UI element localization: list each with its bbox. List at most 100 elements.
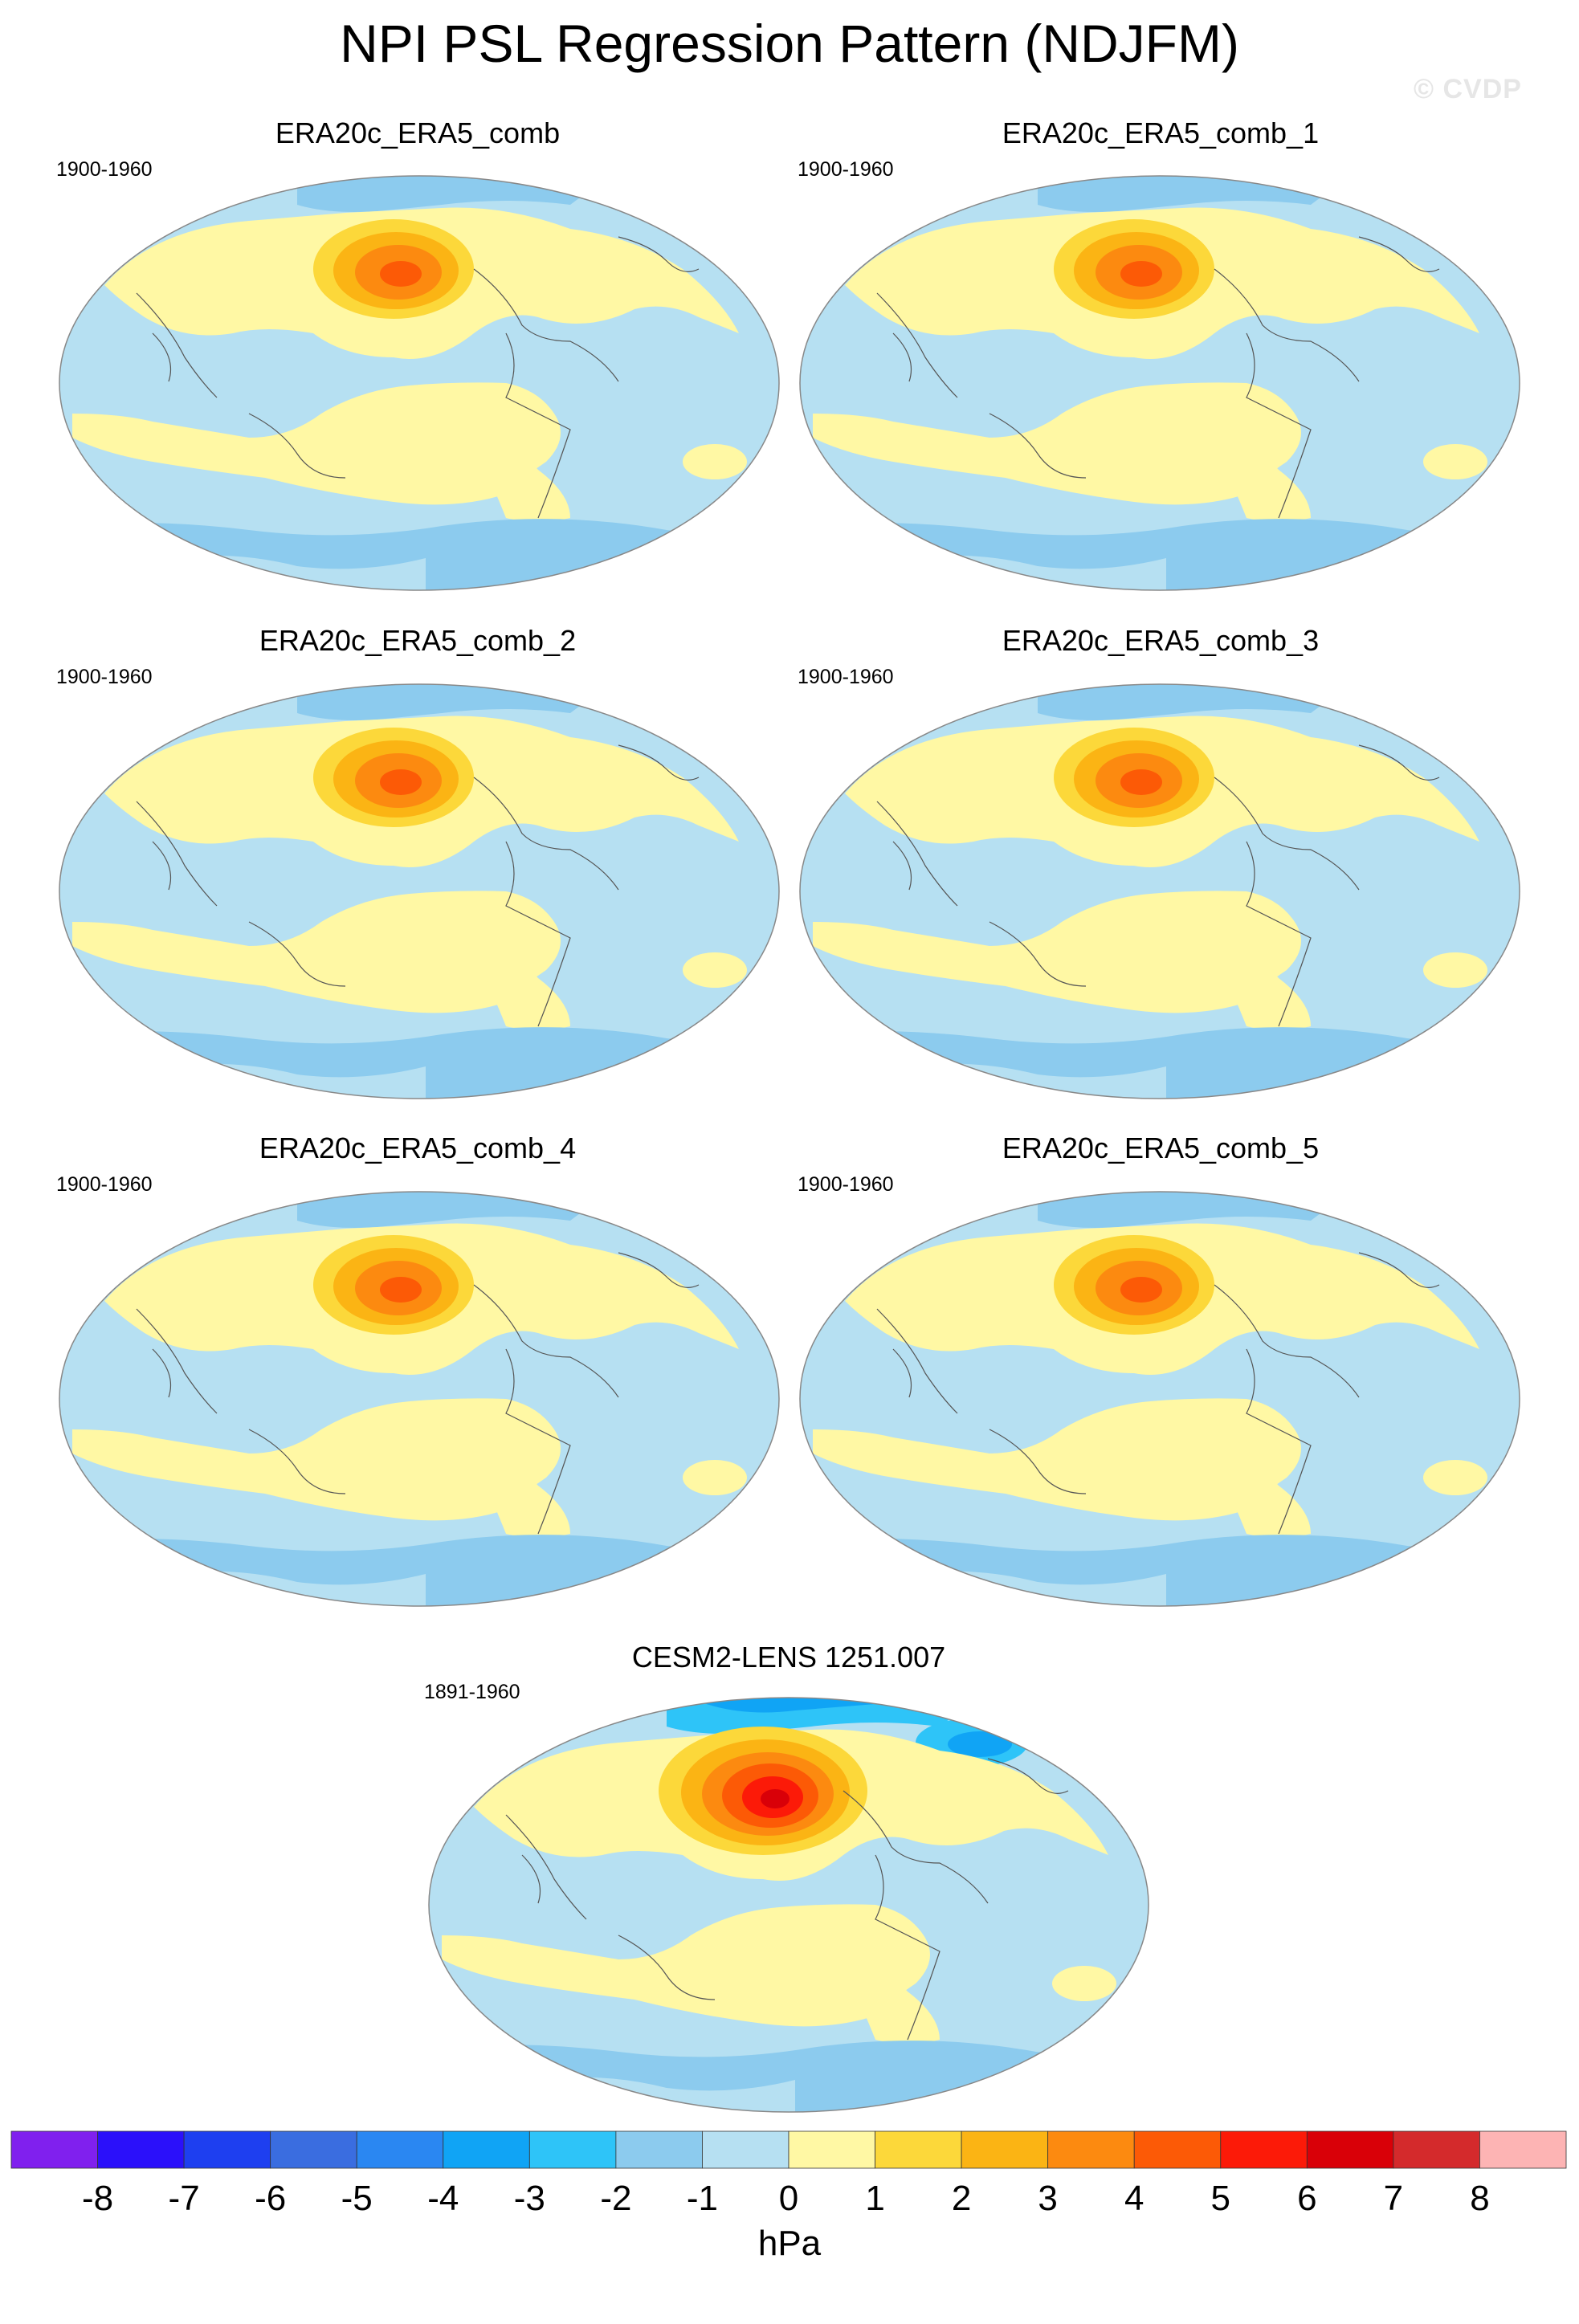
tropical-high	[813, 891, 1301, 1013]
south-atlantic-high	[1423, 1460, 1487, 1495]
colorbar-box-13	[1133, 2130, 1222, 2169]
coastline-4	[618, 236, 700, 272]
coastline-5	[152, 841, 172, 891]
panel-period-1: 1900-1960	[56, 158, 153, 181]
coastline-1	[1214, 777, 1360, 891]
map-panel-6	[799, 1191, 1520, 1607]
south-america-high	[843, 1905, 940, 2044]
south-atlantic-high	[683, 1460, 747, 1495]
aleutian-contour-5	[761, 1789, 790, 1808]
colorbar-tick-label: -3	[514, 2179, 545, 2218]
coastline-0	[505, 332, 571, 519]
panel-title-5: ERA20c_ERA5_comb_4	[259, 1131, 577, 1164]
colorbar-tick-label: 0	[779, 2179, 798, 2218]
coastline-5	[892, 841, 912, 891]
colorbar-tick-label: -1	[687, 2179, 718, 2218]
coastline-2	[136, 1308, 218, 1414]
coastline-4	[618, 744, 700, 781]
tropical-high	[813, 1398, 1301, 1521]
colorbar-tick-label: -4	[427, 2179, 459, 2218]
map-border	[59, 683, 780, 1099]
colorbar-tick-label: 2	[952, 2179, 971, 2218]
map-panel-3	[59, 683, 780, 1099]
coastline-1	[1214, 1284, 1360, 1398]
coastline-1	[473, 1284, 619, 1398]
coastline-3	[618, 1935, 716, 2000]
greenland-low-core	[948, 1731, 1012, 1757]
tropical-high	[72, 891, 561, 1013]
map-panel-1	[59, 175, 780, 591]
colorbar-tick-label: 8	[1470, 2179, 1489, 2218]
colorbar-tick-label: -2	[600, 2179, 631, 2218]
cvdp-watermark: © CVDP	[1414, 74, 1522, 104]
colorbar-box-12	[1047, 2130, 1135, 2169]
coastline-1	[1214, 268, 1360, 382]
coastline-1	[843, 1790, 989, 1904]
colorbar-tick-label: -7	[169, 2179, 200, 2218]
panel-period-3: 1900-1960	[56, 666, 153, 688]
panel-title-1: ERA20c_ERA5_comb	[275, 116, 561, 149]
colorbar-tick-label: -8	[82, 2179, 113, 2218]
colorbar-box-7	[615, 2130, 703, 2169]
figure-title: NPI PSL Regression Pattern (NDJFM)	[340, 14, 1239, 73]
colorbar-box-2	[183, 2130, 271, 2169]
south-america-high	[474, 891, 570, 1030]
coastline-2	[505, 1814, 587, 1920]
map-border	[799, 683, 1520, 1099]
colorbar-tick-label: 4	[1124, 2179, 1144, 2218]
colorbar: -8 -7 -6 -5 -4 -3 -2 -1 0 1 2 3 4 5 6 7 8 hPa	[10, 2130, 1567, 2263]
south-america-high	[474, 383, 570, 522]
map-border	[428, 1697, 1149, 2113]
tropical-high	[72, 1398, 561, 1521]
colorbar-box-16	[1393, 2130, 1480, 2169]
coastline-1	[473, 268, 619, 382]
colorbar-tick-label: 3	[1038, 2179, 1057, 2218]
panel-title-2: ERA20c_ERA5_comb_1	[1002, 116, 1320, 149]
colorbar-box-15	[1306, 2130, 1394, 2169]
colorbar-tick-label: 7	[1384, 2179, 1403, 2218]
map-border	[799, 175, 1520, 591]
tropical-high	[72, 382, 561, 505]
colorbar-tick-label: 6	[1297, 2179, 1316, 2218]
coastline-3	[989, 1429, 1087, 1494]
panel-title-6: ERA20c_ERA5_comb_5	[1002, 1131, 1320, 1164]
map-panel-5	[59, 1191, 780, 1607]
colorbar-box-5	[443, 2130, 530, 2169]
south-america-high	[474, 1399, 570, 1538]
colorbar-box-10	[875, 2130, 962, 2169]
aleutian-contour-3	[1120, 769, 1162, 795]
south-atlantic-high	[683, 444, 747, 479]
colorbar-box-14	[1220, 2130, 1308, 2169]
coastline-0	[1246, 841, 1312, 1027]
coastline-3	[989, 413, 1087, 479]
tropical-high	[442, 1904, 930, 2027]
south-atlantic-high	[1423, 444, 1487, 479]
coastline-2	[136, 801, 218, 907]
coastline-3	[989, 921, 1087, 987]
panel-period-6: 1900-1960	[798, 1173, 894, 1196]
coastline-0	[1246, 332, 1312, 519]
panel-period-5: 1900-1960	[56, 1173, 153, 1196]
south-america-high	[1214, 1399, 1311, 1538]
aleutian-contour-3	[380, 1277, 422, 1303]
colorbar-box-1	[97, 2130, 185, 2169]
colorbar-box-8	[702, 2130, 790, 2169]
tropical-high	[813, 382, 1301, 505]
coastline-2	[136, 292, 218, 398]
coastline-0	[505, 1348, 571, 1535]
map-panel-4	[799, 683, 1520, 1099]
coastline-0	[1246, 1348, 1312, 1535]
map-border	[59, 1191, 780, 1607]
coastline-3	[248, 1429, 346, 1494]
panel-title-7: CESM2-LENS 1251.007	[631, 1641, 946, 1674]
coastline-2	[876, 292, 958, 398]
aleutian-contour-3	[1120, 1277, 1162, 1303]
panel-period-7: 1891-1960	[424, 1681, 520, 1703]
coastline-5	[521, 1854, 541, 1904]
panel-title-4: ERA20c_ERA5_comb_3	[1002, 624, 1320, 657]
colorbar-box-6	[528, 2130, 617, 2169]
coastline-5	[892, 332, 912, 382]
map-border	[799, 1191, 1520, 1607]
south-america-high	[1214, 891, 1311, 1030]
coastline-2	[876, 1308, 958, 1414]
